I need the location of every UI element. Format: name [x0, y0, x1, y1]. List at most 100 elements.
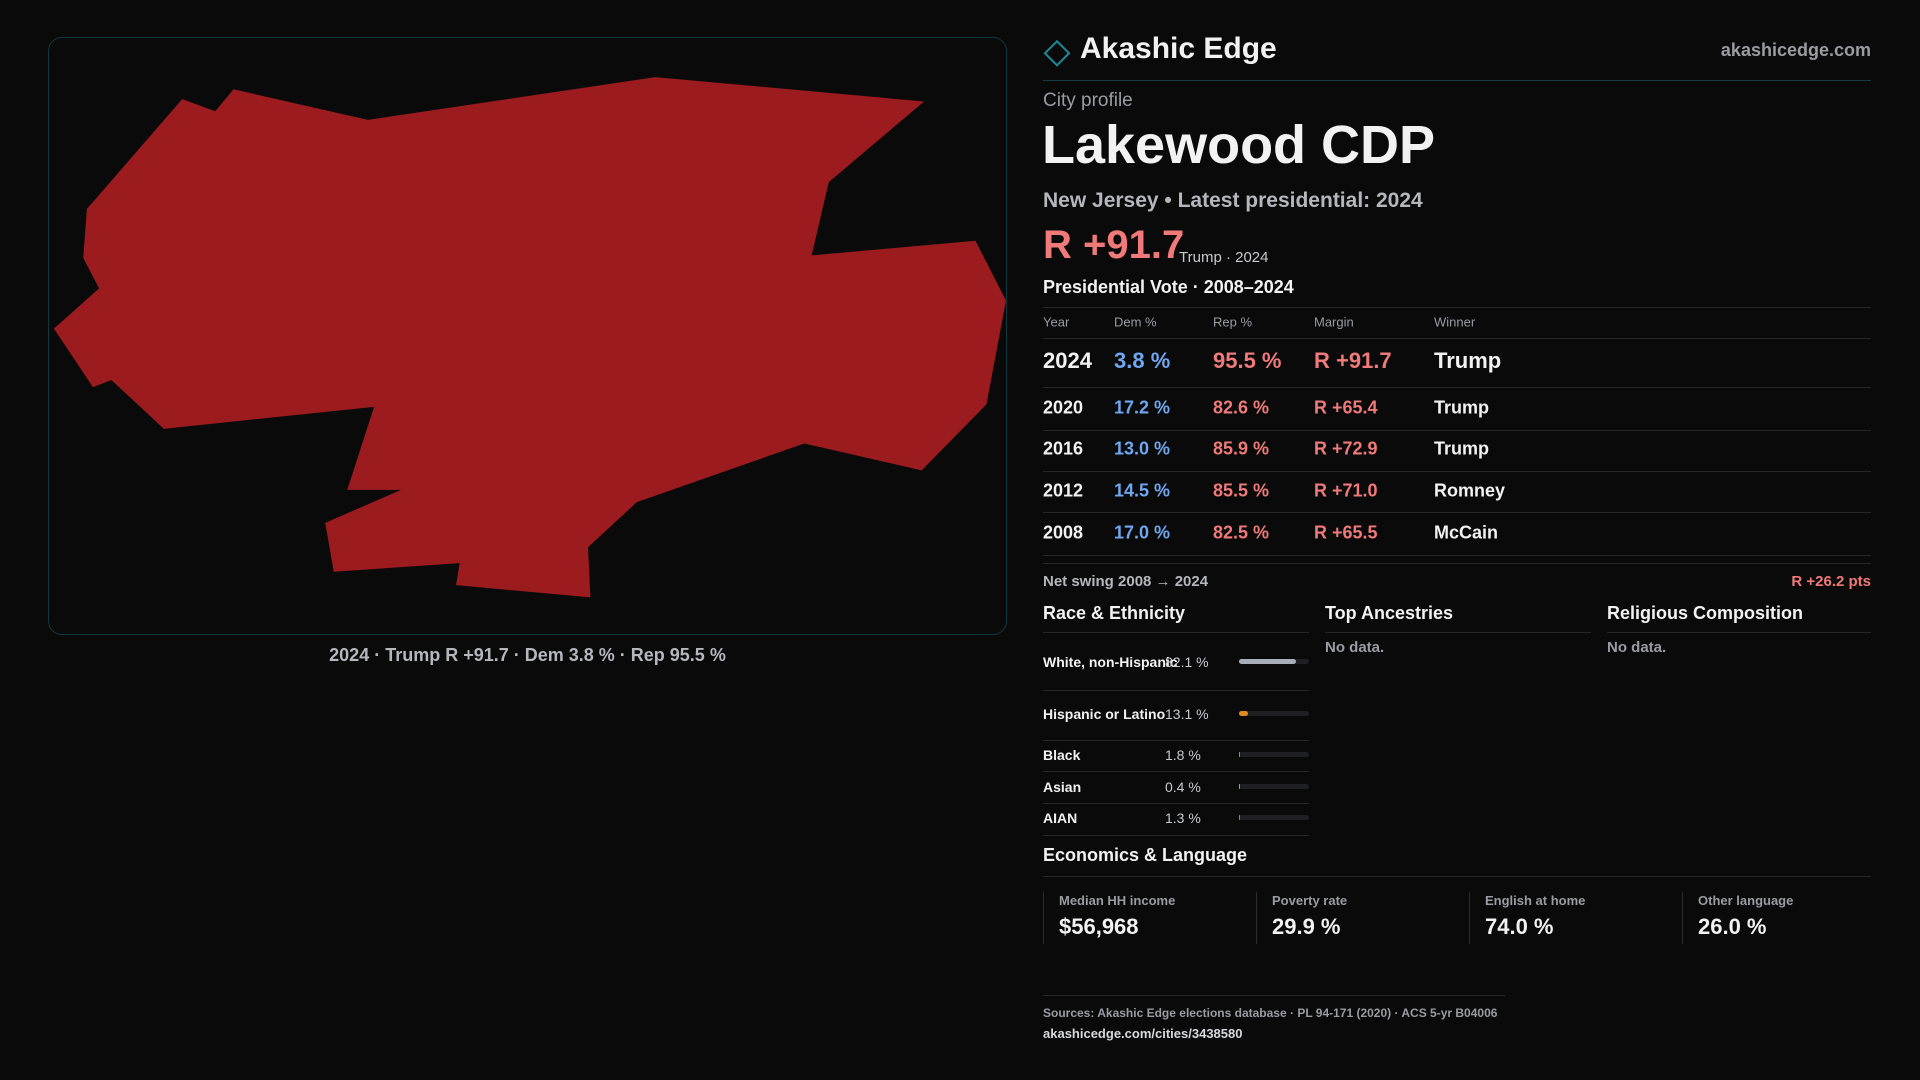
race-rule	[1043, 803, 1309, 804]
table-cell: Trump	[1434, 438, 1490, 459]
table-rule	[1043, 307, 1871, 308]
table-cell: 2024	[1043, 348, 1092, 373]
map	[53, 77, 1006, 598]
economics-cards: Median HH income $56,968 Poverty rate 29.9 …	[1043, 892, 1895, 944]
swing-value: R +26.2 pts	[1791, 573, 1871, 590]
economics-title: Economics & Language	[1043, 845, 1248, 865]
bar-track	[1239, 659, 1309, 664]
stat-card: English at home 74.0 %	[1469, 892, 1670, 944]
table-cell: Trump	[1434, 397, 1490, 418]
column-header: Margin	[1314, 314, 1354, 330]
no-data: No data.	[1325, 639, 1385, 656]
race-name: Black	[1043, 747, 1081, 763]
stat-card: Poverty rate 29.9 %	[1256, 892, 1457, 944]
logo	[1043, 40, 1071, 67]
bar	[1239, 659, 1297, 664]
race-rule	[1043, 740, 1309, 741]
table-cell: 82.6 %	[1213, 397, 1270, 418]
table-title: Presidential Vote · 2008–2024	[1043, 277, 1294, 297]
stat-card: Other language 26.0 %	[1682, 892, 1883, 944]
header-rule	[1043, 80, 1871, 81]
race-value: 82.1 %	[1165, 654, 1209, 670]
kicker: City profile	[1043, 90, 1133, 111]
table-cell: R +91.7	[1314, 348, 1392, 373]
bar-track	[1239, 752, 1309, 757]
table-cell: 85.5 %	[1213, 480, 1270, 501]
table-cell: R +71.0	[1314, 480, 1378, 501]
bar-track	[1239, 815, 1309, 820]
subtitle: New Jersey • Latest presidential: 2024	[1043, 189, 1423, 212]
page-url[interactable]: akashicedge.com/cities/3438580	[1043, 1026, 1243, 1041]
stat-label: English at home	[1485, 893, 1586, 908]
table-cell: 3.8 %	[1114, 348, 1171, 373]
table-cell: 17.2 %	[1114, 397, 1171, 418]
table-cell: R +65.5	[1314, 522, 1378, 543]
stat-value: $56,968	[1059, 914, 1139, 939]
rule	[1043, 876, 1871, 877]
margin-note: Trump · 2024	[1179, 249, 1269, 266]
table-rule	[1043, 555, 1871, 556]
rule	[1043, 995, 1506, 996]
table-cell: 14.5 %	[1114, 480, 1171, 501]
bar-track	[1239, 784, 1309, 789]
table-cell: R +65.4	[1314, 397, 1378, 418]
stat-label: Median HH income	[1059, 893, 1176, 908]
swing-label: Net swing 2008 → 2024	[1043, 573, 1209, 590]
brand: Akashic Edge	[1080, 32, 1277, 65]
table-rule	[1043, 387, 1871, 388]
table-cell: 2020	[1043, 397, 1084, 418]
table-cell: 17.0 %	[1114, 522, 1171, 543]
table-rule	[1043, 563, 1871, 564]
stat-label: Other language	[1698, 893, 1794, 908]
race-title: Race & Ethnicity	[1043, 603, 1186, 623]
table-rule	[1043, 338, 1871, 339]
table-rule	[1043, 430, 1871, 431]
table-cell: Trump	[1434, 348, 1502, 373]
race-rule	[1043, 690, 1309, 691]
bar	[1239, 815, 1240, 820]
column-header: Year	[1043, 314, 1070, 330]
table-rule	[1043, 471, 1871, 472]
bar	[1239, 711, 1249, 716]
table-cell: 2012	[1043, 480, 1084, 501]
table-cell: R +72.9	[1314, 438, 1378, 459]
rule	[1607, 632, 1871, 633]
race-name: Hispanic or Latino	[1043, 706, 1166, 722]
sources: Sources: Akashic Edge elections database…	[1043, 1006, 1498, 1020]
race-rule	[1043, 835, 1309, 836]
table-cell: 2016	[1043, 438, 1084, 459]
religion-title: Religious Composition	[1607, 603, 1803, 623]
column-header: Dem %	[1114, 314, 1157, 330]
stat-card: Median HH income $56,968	[1043, 892, 1244, 944]
table-cell: 2008	[1043, 522, 1084, 543]
map-caption: 2024 · Trump R +91.7 · Dem 3.8 % · Rep 9…	[329, 645, 726, 665]
city-shape	[53, 77, 1006, 598]
race-value: 13.1 %	[1165, 706, 1209, 722]
table-cell: 82.5 %	[1213, 522, 1270, 543]
table-cell: 95.5 %	[1213, 348, 1282, 373]
headline-margin: R +91.7	[1043, 223, 1185, 267]
race-name: Asian	[1043, 779, 1082, 795]
stat-value: 74.0 %	[1485, 914, 1554, 939]
race-value: 1.8 %	[1165, 747, 1201, 763]
bar-track	[1239, 711, 1309, 716]
city-title: Lakewood CDP	[1042, 115, 1436, 175]
table-cell: McCain	[1434, 522, 1499, 543]
race-name: White, non-Hispanic	[1043, 654, 1178, 670]
rule	[1043, 632, 1309, 633]
race-value: 0.4 %	[1165, 779, 1201, 795]
race-rule	[1043, 771, 1309, 772]
table-cell: 13.0 %	[1114, 438, 1171, 459]
table-rule	[1043, 512, 1871, 513]
ancestries-title: Top Ancestries	[1325, 603, 1454, 623]
column-header: Rep %	[1213, 314, 1253, 330]
no-data: No data.	[1607, 639, 1667, 656]
race-name: AIAN	[1043, 810, 1078, 826]
bar	[1239, 752, 1241, 757]
map-panel	[48, 37, 1007, 635]
stat-value: 29.9 %	[1272, 914, 1341, 939]
site-link[interactable]: akashicedge.com	[1720, 40, 1871, 60]
stat-label: Poverty rate	[1272, 893, 1348, 908]
